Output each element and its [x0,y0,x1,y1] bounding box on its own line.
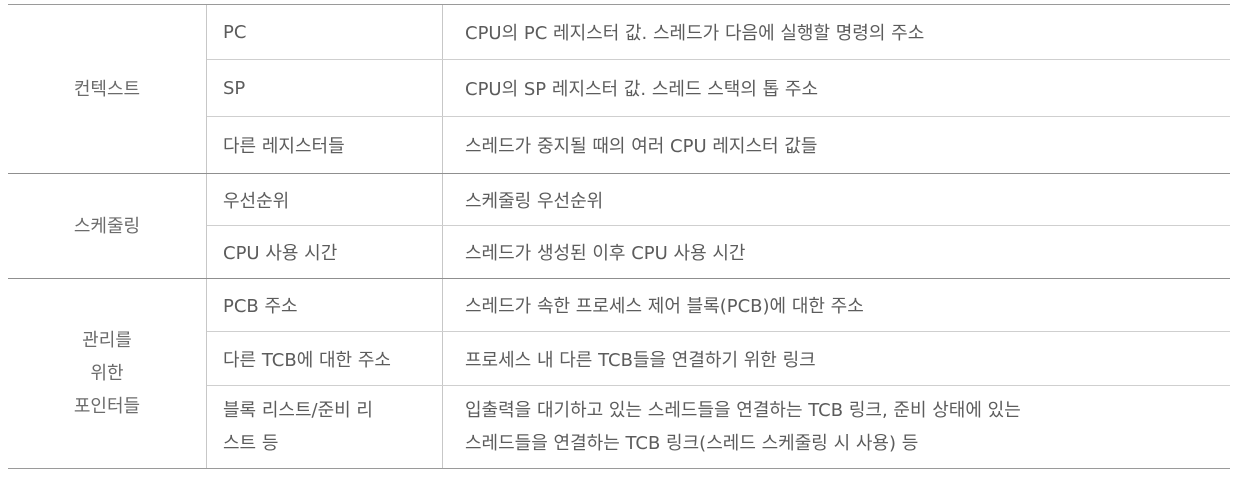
table-row: 우선순위 스케줄링 우선순위 [207,174,1230,226]
field-description: 스케줄링 우선순위 [465,190,604,212]
table-row: SP CPU의 SP 레지스터 값. 스레드 스택의 톱 주소 [207,60,1230,117]
field-description: 스레드가 중지될 때의 여러 CPU 레지스터 값들 [465,136,818,157]
field-name: 다른 레지스터들 [207,117,443,173]
table-row: 다른 레지스터들 스레드가 중지될 때의 여러 CPU 레지스터 값들 [207,117,1230,173]
group-label: 스케줄링 [73,215,141,237]
field-description: 스레드가 속한 프로세스 제어 블록(PCB)에 대한 주소 [465,296,864,317]
group-context: 컨텍스트 PC CPU의 PC 레지스터 값. 스레드가 다음에 실행할 명령의… [8,5,1230,174]
table-row: CPU 사용 시간 스레드가 생성된 이후 CPU 사용 시간 [207,226,1230,278]
field-name: PC [207,5,443,59]
field-description-line: 입출력을 대기하고 있는 스레드들을 연결하는 TCB 링크, 준비 상태에 있… [465,400,1021,421]
field-description: 스레드가 생성된 이후 CPU 사용 시간 [465,243,746,264]
table-row: 블록 리스트/준비 리 스트 등 입출력을 대기하고 있는 스레드들을 연결하는… [207,386,1230,468]
field-name: PCB 주소 [207,279,443,331]
field-description: CPU의 SP 레지스터 값. 스레드 스택의 톱 주소 [465,79,819,100]
group-label: 관리를 위한 포인터들 [8,279,206,468]
group-rows: PCB 주소 스레드가 속한 프로세스 제어 블록(PCB)에 대한 주소 다른… [206,279,1230,468]
field-description-line: 스레드들을 연결하는 TCB 링크(스레드 스케줄링 시 사용) 등 [465,433,919,454]
field-description: CPU의 PC 레지스터 값. 스레드가 다음에 실행할 명령의 주소 [465,23,925,44]
group-rows: PC CPU의 PC 레지스터 값. 스레드가 다음에 실행할 명령의 주소 S… [206,5,1230,173]
field-description: 프로세스 내 다른 TCB들을 연결하기 위한 링크 [465,349,816,371]
field-name: CPU 사용 시간 [207,226,443,278]
group-scheduling: 스케줄링 우선순위 스케줄링 우선순위 CPU 사용 시간 스레드가 생성된 이… [8,174,1230,279]
field-description: 입출력을 대기하고 있는 스레드들을 연결하는 TCB 링크, 준비 상태에 있… [443,386,1230,468]
group-label-line: 관리를 [82,330,132,351]
group-pointers: 관리를 위한 포인터들 PCB 주소 스레드가 속한 프로세스 제어 블록(PC… [8,279,1230,468]
field-name: 우선순위 [207,174,443,225]
group-rows: 우선순위 스케줄링 우선순위 CPU 사용 시간 스레드가 생성된 이후 CPU… [206,174,1230,278]
table-row: 다른 TCB에 대한 주소 프로세스 내 다른 TCB들을 연결하기 위한 링크 [207,332,1230,386]
field-name: 블록 리스트/준비 리 스트 등 [207,386,443,468]
field-name: SP [207,60,443,116]
group-label-line: 위한 [90,363,124,384]
field-name: 다른 TCB에 대한 주소 [207,332,443,385]
field-name-line: 블록 리스트/준비 리 [223,400,373,421]
table-row: PCB 주소 스레드가 속한 프로세스 제어 블록(PCB)에 대한 주소 [207,279,1230,332]
tcb-table: 컨텍스트 PC CPU의 PC 레지스터 값. 스레드가 다음에 실행할 명령의… [8,4,1230,469]
field-name-line: 스트 등 [223,433,279,454]
group-label: 컨텍스트 [73,78,141,100]
table-row: PC CPU의 PC 레지스터 값. 스레드가 다음에 실행할 명령의 주소 [207,5,1230,60]
group-label-line: 포인터들 [73,396,141,417]
